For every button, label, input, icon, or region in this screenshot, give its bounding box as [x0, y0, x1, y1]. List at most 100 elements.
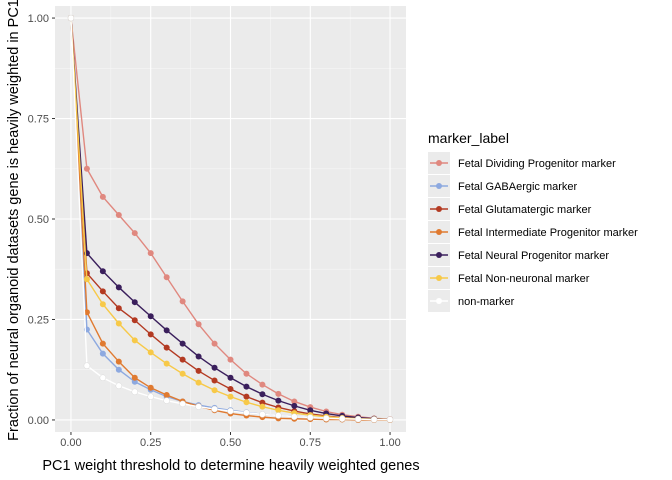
data-point	[275, 412, 282, 419]
data-point	[99, 374, 107, 381]
data-point	[147, 313, 154, 320]
x-tick-label: 0.25	[140, 437, 161, 449]
legend-title: marker_label	[428, 130, 509, 146]
legend-key-point	[436, 206, 442, 212]
data-point	[243, 383, 250, 390]
data-point	[147, 349, 154, 356]
x-axis-label: PC1 weight threshold to determine heavil…	[42, 458, 419, 474]
data-point	[99, 350, 106, 357]
data-point	[131, 374, 138, 381]
legend-key-point	[436, 275, 442, 281]
y-tick-label: 0.25	[28, 314, 49, 326]
data-point	[291, 413, 298, 420]
data-point	[99, 340, 106, 347]
data-point	[67, 14, 75, 22]
data-point	[211, 364, 218, 371]
data-point	[179, 370, 186, 377]
legend-label: Fetal Intermediate Progenitor marker	[458, 227, 638, 239]
data-point	[163, 344, 170, 351]
data-point	[163, 327, 170, 334]
data-point	[131, 299, 138, 306]
legend-key-point	[436, 298, 442, 304]
data-point	[83, 165, 90, 172]
data-point	[99, 301, 106, 308]
data-point	[131, 337, 138, 344]
data-point	[307, 407, 314, 414]
legend-key-point	[436, 160, 442, 166]
data-point	[131, 388, 139, 396]
data-point	[227, 407, 234, 415]
data-point	[243, 399, 250, 406]
legend-label: Fetal Dividing Progenitor marker	[458, 158, 616, 170]
data-point	[275, 397, 282, 404]
data-point	[115, 358, 122, 365]
data-point	[195, 321, 202, 328]
data-point	[275, 390, 282, 397]
series-layer	[67, 14, 394, 423]
legend-label: Fetal Non-neuronal marker	[458, 273, 590, 285]
data-point	[163, 397, 170, 404]
data-point	[259, 391, 266, 398]
y-tick-label: 1.00	[28, 13, 49, 25]
data-point	[179, 356, 186, 363]
data-point	[115, 284, 122, 291]
data-point	[386, 416, 394, 423]
data-point	[243, 370, 250, 377]
data-point	[259, 403, 266, 410]
x-tick-label: 0.75	[300, 437, 321, 449]
data-point	[99, 268, 106, 275]
data-point	[227, 374, 234, 381]
data-point	[211, 340, 218, 347]
data-point	[243, 393, 250, 400]
data-point	[211, 405, 218, 413]
legend-label: Fetal Neural Progenitor marker	[458, 250, 609, 262]
data-point	[211, 387, 218, 394]
legend-key-point	[436, 229, 442, 235]
data-point	[147, 250, 154, 257]
data-point	[259, 381, 266, 388]
data-point	[179, 298, 186, 305]
data-point	[195, 353, 202, 360]
y-tick-label: 0.00	[28, 415, 49, 427]
data-point	[322, 415, 330, 422]
data-point	[227, 385, 234, 392]
data-point	[179, 340, 186, 347]
data-point	[338, 415, 346, 422]
data-point	[115, 305, 122, 312]
data-point	[195, 379, 202, 386]
data-point	[211, 377, 218, 384]
data-point	[131, 317, 138, 324]
data-point	[99, 288, 106, 295]
legend-label: Fetal Glutamatergic marker	[458, 204, 592, 216]
data-point	[99, 193, 106, 200]
data-point	[147, 384, 154, 391]
y-axis-ticks: 0.00 0.25 0.50 0.75 1.00	[28, 13, 55, 427]
x-tick-label: 0.00	[60, 437, 81, 449]
data-point	[243, 409, 250, 416]
legend-key-point	[436, 183, 442, 189]
data-point	[115, 366, 122, 373]
legend-key-point	[436, 252, 442, 258]
data-point	[163, 360, 170, 367]
legend-label: non-marker	[458, 296, 515, 308]
data-point	[354, 415, 362, 423]
data-point	[83, 309, 90, 316]
data-point	[115, 382, 123, 390]
data-point	[115, 211, 122, 218]
data-point	[227, 356, 234, 363]
data-point	[275, 407, 282, 414]
data-point	[307, 414, 314, 421]
data-point	[259, 411, 266, 418]
data-point	[115, 320, 122, 327]
x-tick-label: 1.00	[379, 437, 400, 449]
data-point	[83, 362, 91, 369]
data-point	[370, 416, 378, 423]
data-point	[291, 402, 298, 409]
series-group	[67, 14, 394, 423]
x-tick-label: 0.50	[220, 437, 241, 449]
x-axis-ticks: 0.00 0.25 0.50 0.75 1.00	[60, 432, 401, 449]
data-point	[147, 331, 154, 338]
data-point	[163, 392, 170, 399]
y-tick-label: 0.75	[28, 114, 49, 126]
